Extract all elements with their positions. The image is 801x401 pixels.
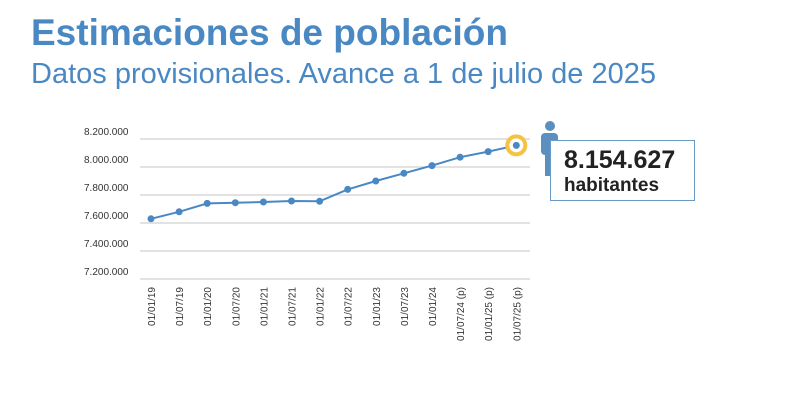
x-tick-label: 01/07/21 [288,287,299,326]
population-label: habitantes [564,175,660,196]
page-subtitle: Datos provisionales. Avance a 1 de julio… [31,58,657,90]
data-point [344,185,352,193]
data-point [400,169,408,177]
data-point [231,199,239,207]
data-point [484,148,492,156]
x-tick-label: 01/07/20 [231,287,242,326]
data-point [288,197,295,205]
data-point [259,198,267,206]
x-tick-label: 01/07/22 [344,287,355,326]
y-tick-label: 7.400.000 [84,239,129,250]
y-tick-label: 7.600.000 [84,211,129,222]
x-tick-label: 01/07/24 (p) [456,287,467,341]
x-tick-label: 01/01/20 [203,287,214,326]
data-point [372,177,380,185]
data-point [147,215,155,223]
x-tick-label: 01/07/23 [400,287,411,326]
x-tick-label: 01/01/21 [259,287,270,326]
x-tick-label: 01/07/19 [175,287,186,326]
data-point [456,153,464,161]
y-tick-label: 8.200.000 [84,127,129,138]
x-tick-label: 01/01/24 [428,287,439,326]
y-tick-label: 8.000.000 [84,155,129,166]
data-point [175,208,183,216]
x-tick-label: 01/01/22 [316,287,327,326]
population-callout: 8.154.627 habitantes [550,140,695,201]
x-tick-label: 01/01/25 (p) [484,287,495,341]
y-tick-label: 7.800.000 [84,183,129,194]
x-tick-label: 01/07/25 (p) [512,287,523,341]
page-title: Estimaciones de población [31,12,509,53]
x-tick-label: 01/01/23 [372,287,383,326]
data-point [428,162,436,170]
series-line [150,144,517,220]
population-value: 8.154.627 [564,146,676,174]
y-tick-label: 7.200.000 [84,267,129,278]
x-tick-label: 01/01/19 [147,287,158,326]
data-point [512,141,520,149]
data-point [203,199,211,207]
data-point [316,197,324,205]
